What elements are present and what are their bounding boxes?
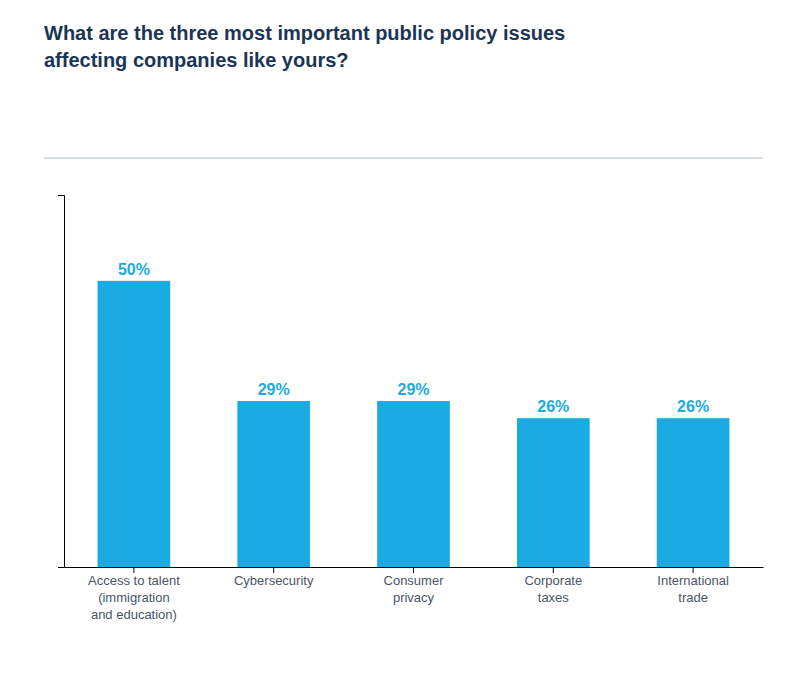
x-tick-label-line: taxes (538, 590, 570, 605)
y-axis (58, 196, 65, 568)
x-tick-mark (133, 567, 134, 573)
bar (98, 281, 171, 567)
data-label: 50% (118, 261, 150, 278)
x-tick: Consumer privacy (384, 567, 445, 605)
x-tick-label-line: and education) (91, 607, 177, 622)
bar (377, 401, 450, 567)
bars (98, 281, 730, 567)
x-tick-label-line: trade (678, 590, 708, 605)
x-axis: Access to talent (immigration and educatio… (65, 567, 764, 622)
bar (517, 418, 590, 567)
title-line: What are the three most important public… (44, 22, 565, 44)
x-tick-label: Consumer privacy (384, 573, 445, 605)
data-label: 29% (397, 381, 429, 398)
x-tick: International trade (657, 567, 729, 605)
plot: Access to talent (immigration and educatio… (58, 196, 764, 623)
x-tick-label: Corporate taxes (524, 573, 582, 605)
x-tick-mark (693, 567, 694, 573)
x-tick-label: International trade (657, 573, 729, 605)
separator (44, 157, 763, 158)
x-tick-label-line: Consumer (384, 573, 445, 588)
x-tick-label-line: Cybersecurity (234, 573, 314, 588)
x-tick-mark (273, 567, 274, 573)
x-tick-label: Access to talent (immigration and educatio… (88, 573, 180, 622)
x-tick-label: Cybersecurity (234, 573, 314, 588)
x-tick: Cybersecurity (234, 567, 314, 588)
title-line: affecting companies like yours? (44, 49, 349, 71)
chart: What are the three most important public… (0, 0, 795, 682)
bar (237, 401, 310, 567)
data-labels: 50% 29% 29% 26% 26% (118, 261, 709, 415)
x-tick-label-line: Corporate (524, 573, 582, 588)
x-tick-mark (553, 567, 554, 573)
data-label: 26% (677, 398, 709, 415)
x-tick-label-line: International (657, 573, 729, 588)
y-axis-line (58, 196, 65, 568)
x-tick-label-line: privacy (393, 590, 435, 605)
data-label: 26% (537, 398, 569, 415)
x-tick-mark (413, 567, 414, 573)
x-tick: Access to talent (immigration and educatio… (88, 567, 180, 622)
title: What are the three most important public… (44, 22, 565, 71)
data-label: 29% (258, 381, 290, 398)
x-tick-label-line: Access to talent (88, 573, 180, 588)
bar (657, 418, 730, 567)
x-tick-label-line: (immigration (98, 590, 170, 605)
x-tick: Corporate taxes (524, 567, 582, 605)
